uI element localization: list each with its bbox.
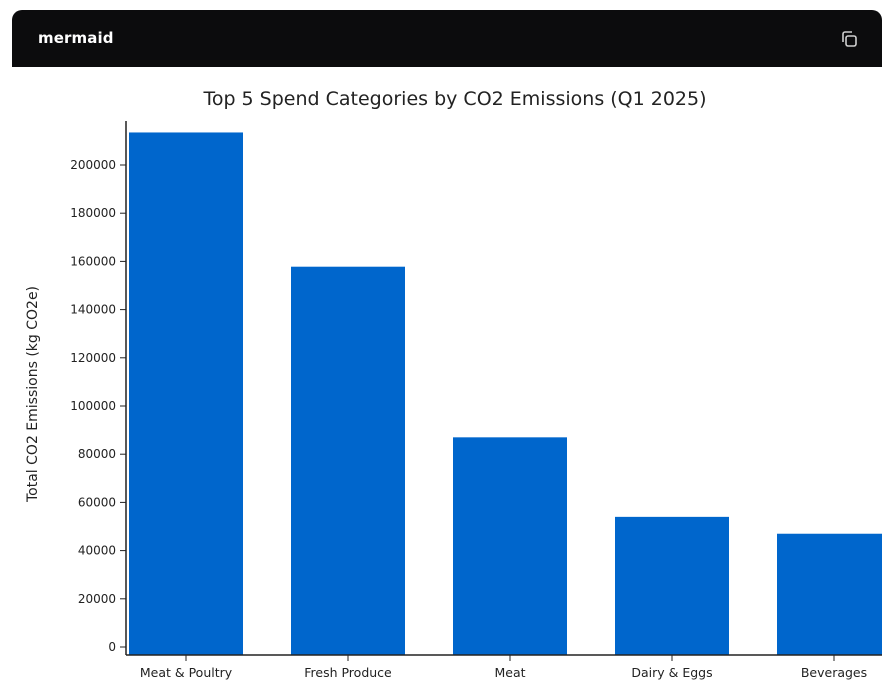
code-block-header: mermaid — [12, 10, 882, 67]
copy-button[interactable] — [836, 26, 862, 52]
y-axis: 0 20000 40000 60000 80000 100000 120000 140000 1… — [70, 121, 127, 655]
chart-title: Top 5 Spend Categories by CO2 Emissions … — [202, 88, 706, 110]
x-tick-label-4: Beverages — [801, 665, 867, 680]
y-tick-label-1: 20000 — [78, 592, 116, 606]
bar-chart: Top 5 Spend Categories by CO2 Emissions … — [25, 88, 882, 680]
x-tick-label-3: Dairy & Eggs — [631, 665, 712, 680]
copy-icon — [842, 31, 857, 47]
bar-0 — [129, 132, 243, 656]
x-axis: Meat & Poultry Fresh Produce Meat Dairy & E… — [126, 654, 882, 680]
x-tick-label-0: Meat & Poultry — [140, 665, 233, 680]
bar-2 — [453, 437, 567, 655]
x-tick-label-1: Fresh Produce — [304, 665, 392, 680]
y-tick-label-0: 0 — [108, 640, 116, 654]
bar-1 — [291, 266, 405, 655]
y-tick-label-5: 100000 — [70, 399, 116, 413]
y-tick-label-9: 180000 — [70, 206, 116, 220]
y-tick-label-3: 60000 — [78, 495, 116, 509]
x-tick-label-2: Meat — [494, 665, 525, 680]
y-axis-label: Total CO2 Emissions (kg CO2e) — [25, 286, 41, 503]
y-tick-label-7: 140000 — [70, 303, 116, 317]
bar-4 — [777, 533, 882, 655]
bar-3 — [615, 516, 729, 655]
y-tick-label-2: 40000 — [78, 544, 116, 558]
y-tick-label-8: 160000 — [70, 254, 116, 268]
y-tick-label-10: 200000 — [70, 158, 116, 172]
y-tick-label-4: 80000 — [78, 447, 116, 461]
language-label: mermaid — [38, 29, 114, 47]
bars-group — [129, 132, 882, 656]
y-tick-label-6: 120000 — [70, 351, 116, 365]
chart-container: Top 5 Spend Categories by CO2 Emissions … — [0, 67, 882, 693]
